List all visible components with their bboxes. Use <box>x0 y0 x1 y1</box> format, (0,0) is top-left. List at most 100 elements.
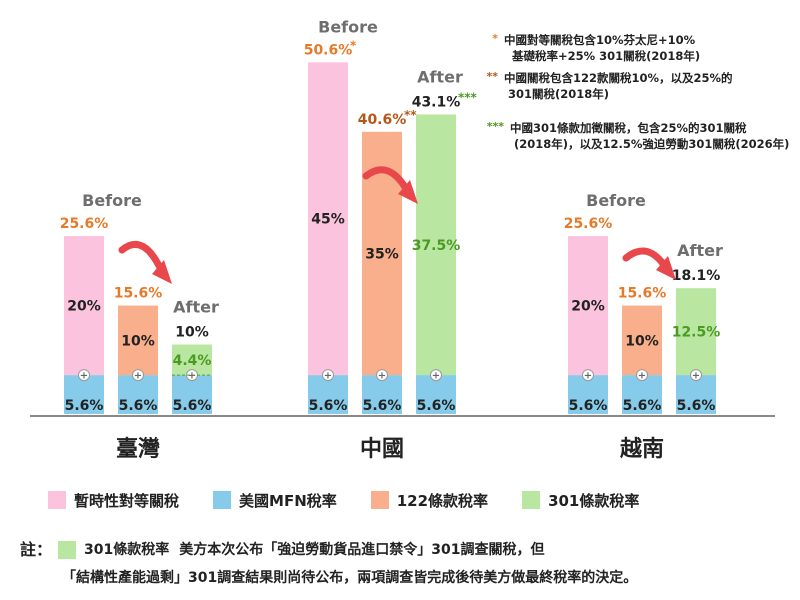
bar-segment-label: 20% <box>571 299 605 315</box>
footnote-marker: *** <box>487 120 505 133</box>
plus-circle-icon <box>376 369 388 382</box>
bar-total-label: 40.6% <box>358 112 407 128</box>
after-label: After <box>173 298 219 317</box>
bar-mfn-segment <box>676 375 716 414</box>
footnote-text: 301關稅(2018年) <box>508 87 609 101</box>
bar-segment-label: 45% <box>311 212 345 228</box>
bar-pink-segment <box>308 62 348 376</box>
note-line-1: 註： 301條款稅率 美方本次公布「強迫勞動貨品進口禁令」301調查關稅，但 <box>20 536 790 564</box>
bar-mfn-segment <box>64 375 104 414</box>
plus-icon: + <box>324 371 332 382</box>
bar-orange-segment <box>118 305 158 376</box>
footnote-marker: * <box>492 32 498 45</box>
plus-icon: + <box>188 371 196 382</box>
bar-base-label: 5.6% <box>623 398 662 414</box>
footnote-marker: *** <box>458 90 478 104</box>
legend-label: 美國MFN稅率 <box>239 491 337 510</box>
bar-mfn-segment <box>622 375 662 414</box>
arrow-head-icon <box>398 180 418 204</box>
bar-mfn-segment <box>568 375 608 414</box>
footnote-text: 基礎稅率+25% 301關稅(2018年) <box>511 49 700 63</box>
note-text-1: 美方本次公布「強迫勞動貨品進口禁令」301調查關稅，但 <box>179 542 545 558</box>
bar-base-label: 5.6% <box>173 398 212 414</box>
bar-mfn-segment <box>118 375 158 414</box>
bar-base-label: 5.6% <box>569 398 608 414</box>
legend-item-reciprocal: 暫時性對等關稅 <box>48 490 179 511</box>
footnote-marker: ** <box>404 108 417 122</box>
note: 註： 301條款稅率 美方本次公布「強迫勞動貨品進口禁令」301調查關稅，但 「… <box>20 536 790 592</box>
plus-circle-icon <box>430 369 442 382</box>
note-label: 301條款稅率 <box>84 542 170 558</box>
bar-segment-label: 10% <box>625 333 659 349</box>
legend-swatch-orange <box>370 491 389 509</box>
bar-segment-label: 35% <box>365 246 399 262</box>
bar-base-label: 5.6% <box>363 398 402 414</box>
legend-swatch-green <box>522 491 541 509</box>
plus-circle-icon <box>132 369 144 382</box>
country-group-0: +5.6% 20% 25.6% +5.6% 10% 15.6% +5.6% 4.4% 10% Be… <box>60 191 219 462</box>
bar-mfn-segment <box>416 375 456 414</box>
bar-total-label: 15.6% <box>114 286 163 302</box>
plus-icon: + <box>134 371 142 382</box>
footnote-text: (2018年)，以及12.5%強迫勞動301關稅(2026年) <box>514 137 789 151</box>
bar-mfn-segment <box>362 375 402 414</box>
bar-groups: +5.6% 20% 25.6% +5.6% 10% 15.6% +5.6% 4.4% 10% Be… <box>60 17 723 462</box>
legend-label: 301條款稅率 <box>548 491 640 510</box>
legend-item-mfn: 美國MFN稅率 <box>213 490 337 511</box>
after-label: After <box>677 241 723 260</box>
after-label: After <box>417 67 463 86</box>
legend-swatch-pink <box>48 491 66 509</box>
footnote-marker: ** <box>486 70 498 83</box>
plus-icon: + <box>638 371 646 382</box>
note-prefix: 註： <box>20 540 53 559</box>
before-label: Before <box>82 191 142 210</box>
tariff-bar-chart: * 中國對等關稅包含10%芬太尼+10% 基礎稅率+25% 301關稅(2018年)… <box>30 17 789 462</box>
plus-circle-icon <box>690 369 702 382</box>
bar-mfn-segment <box>172 375 212 414</box>
footnote-marker: * <box>350 38 357 52</box>
legend-swatch-blue <box>213 491 232 509</box>
note-swatch-green <box>58 541 77 559</box>
bar-total-label: 25.6% <box>564 216 613 232</box>
arrow-head-icon <box>656 256 676 280</box>
bar-total-label: 25.6% <box>60 216 109 232</box>
bar-segment-label: 12.5% <box>672 325 721 341</box>
legend-label: 暫時性對等關稅 <box>74 491 180 510</box>
country-label: 越南 <box>619 437 664 462</box>
plus-icon: + <box>584 371 592 382</box>
bar-total-label: 10% <box>175 325 209 341</box>
plus-circle-icon <box>582 369 594 382</box>
footnote-text: 中國301條款加徵關稅，包含25%的301關稅 <box>510 121 747 135</box>
bar-mfn-segment <box>308 375 348 414</box>
bar-orange-segment <box>622 305 662 376</box>
legend-label: 122條款稅率 <box>396 491 489 510</box>
note-line-2: 「結構性產能過剩」301調查結果則尚待公布，兩項調查皆完成後待美方做最終稅率的決… <box>62 570 638 586</box>
plus-icon: + <box>80 371 88 382</box>
footnote-text: 中國對等關稅包含10%芬太尼+10% <box>504 33 696 47</box>
chart-footnotes: * 中國對等關稅包含10%芬太尼+10% 基礎稅率+25% 301關稅(2018年)… <box>486 32 789 151</box>
footnote-text: 中國關稅包含122款關稅10%，以及25%的 <box>504 71 733 85</box>
plus-icon: + <box>692 371 700 382</box>
legend: 暫時性對等關稅 美國MFN稅率 122條款稅率 301條款稅率 <box>48 489 673 511</box>
bar-base-label: 5.6% <box>119 398 158 414</box>
bar-green-segment <box>676 288 716 376</box>
plus-circle-icon <box>322 369 334 382</box>
country-group-1: +5.6% 45% 50.6%* +5.6% 35% 40.6%** +5.6% 37.5% 4… <box>304 17 478 462</box>
legend-item-122: 122條款稅率 <box>370 490 489 511</box>
bar-total-label: 15.6% <box>618 286 667 302</box>
bar-total-label: 18.1% <box>672 268 721 284</box>
before-label: Before <box>586 191 646 210</box>
bar-green-segment <box>416 114 456 376</box>
bar-total-label: 43.1% <box>412 94 461 110</box>
bar-segment-label: 37.5% <box>412 238 461 254</box>
before-label: Before <box>318 17 378 36</box>
country-label: 中國 <box>360 437 404 462</box>
legend-item-301: 301條款稅率 <box>522 490 639 511</box>
bar-segment-label: 10% <box>121 333 155 349</box>
bar-pink-segment <box>568 236 608 376</box>
country-group-2: +5.6% 20% 25.6% +5.6% 10% 15.6% +5.6% 12.5% 18.1… <box>564 191 723 462</box>
plus-circle-icon <box>78 369 90 382</box>
bar-base-label: 5.6% <box>417 398 456 414</box>
bar-base-label: 5.6% <box>677 398 716 414</box>
bar-base-label: 5.6% <box>65 398 104 414</box>
